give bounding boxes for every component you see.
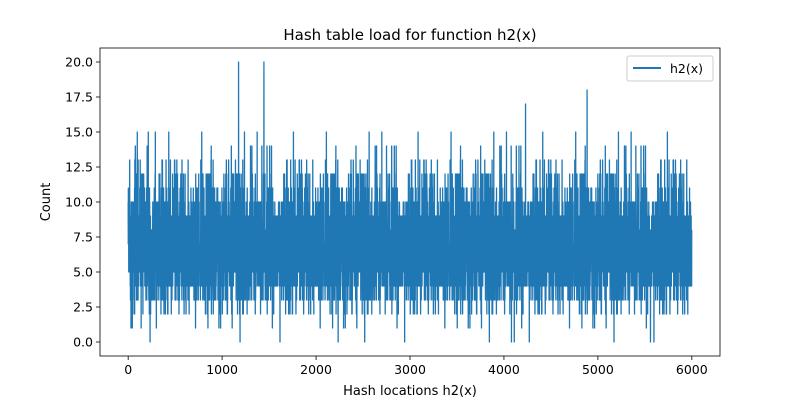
series-line-h2 xyxy=(127,61,693,343)
x-axis-label: Hash locations h2(x) xyxy=(343,384,477,399)
y-tick-label: 0.0 xyxy=(73,335,93,350)
legend-box xyxy=(626,55,714,82)
x-tick-label: 5000 xyxy=(582,362,614,377)
y-tick-label: 10.0 xyxy=(65,195,93,210)
x-tick-label: 2000 xyxy=(300,362,332,377)
y-axis: 0.0 2.5 5.0 7.5 10.0 12.5 15.0 17.5 20.0 xyxy=(65,55,100,350)
y-tick-label: 15.0 xyxy=(65,125,93,140)
x-tick-label: 3000 xyxy=(394,362,426,377)
x-tick-label: 0 xyxy=(124,362,132,377)
y-tick-label: 7.5 xyxy=(73,230,93,245)
x-tick-label: 1000 xyxy=(206,362,238,377)
series-group xyxy=(127,61,693,343)
y-tick-label: 12.5 xyxy=(65,160,93,175)
y-tick-label: 20.0 xyxy=(65,55,93,70)
plot-area: 0 1000 2000 3000 4000 5000 6000 0.0 2.5 5.0 7.5 10… xyxy=(65,47,721,377)
chart-title: Hash table load for function h2(x) xyxy=(283,26,536,44)
y-tick-label: 17.5 xyxy=(65,90,93,105)
x-tick-label: 4000 xyxy=(488,362,520,377)
y-axis-label: Count xyxy=(39,183,54,222)
legend-label: h2(x) xyxy=(670,61,703,76)
x-tick-label: 6000 xyxy=(676,362,708,377)
y-tick-label: 5.0 xyxy=(73,265,93,280)
legend: h2(x) xyxy=(626,55,714,82)
y-tick-label: 2.5 xyxy=(73,300,93,315)
x-axis: 0 1000 2000 3000 4000 5000 6000 xyxy=(124,356,708,377)
